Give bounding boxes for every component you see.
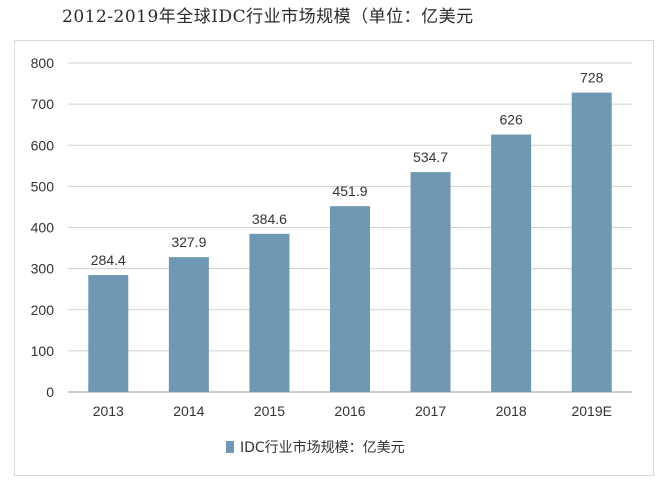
data-label: 284.4	[91, 252, 126, 268]
data-label: 451.9	[332, 183, 367, 199]
y-tick-label: 700	[31, 96, 55, 112]
legend-label: IDC行业市场规模：亿美元	[240, 439, 405, 456]
chart-frame	[14, 40, 654, 476]
data-label: 327.9	[171, 234, 206, 250]
x-tick-label: 2013	[93, 403, 124, 419]
y-tick-label: 100	[31, 343, 55, 359]
x-tick-label: 2018	[496, 403, 527, 419]
x-tick-label: 2014	[173, 403, 204, 419]
bar	[330, 206, 370, 392]
bar	[88, 275, 129, 392]
chart-title: 2012-2019年全球IDC行业市场规模（单位：亿美元	[62, 7, 474, 27]
x-tick-label: 2019E	[571, 403, 611, 419]
legend-swatch	[226, 441, 234, 453]
bar	[410, 172, 451, 392]
y-tick-label: 300	[31, 261, 55, 277]
data-label: 626	[499, 112, 523, 128]
x-tick-label: 2016	[334, 403, 365, 419]
data-label: 728	[580, 70, 604, 86]
bar	[571, 92, 612, 393]
y-tick-label: 600	[31, 137, 55, 153]
y-tick-label: 400	[31, 220, 55, 236]
bar	[491, 134, 532, 392]
x-tick-label: 2015	[254, 403, 285, 419]
y-tick-label: 200	[31, 302, 55, 318]
bar	[249, 233, 290, 392]
y-tick-label: 500	[31, 178, 55, 194]
y-tick-label: 0	[46, 384, 54, 400]
data-label: 534.7	[413, 149, 448, 165]
data-label: 384.6	[252, 211, 287, 227]
x-tick-label: 2017	[415, 403, 446, 419]
y-tick-label: 800	[31, 55, 55, 71]
bar	[168, 257, 209, 392]
